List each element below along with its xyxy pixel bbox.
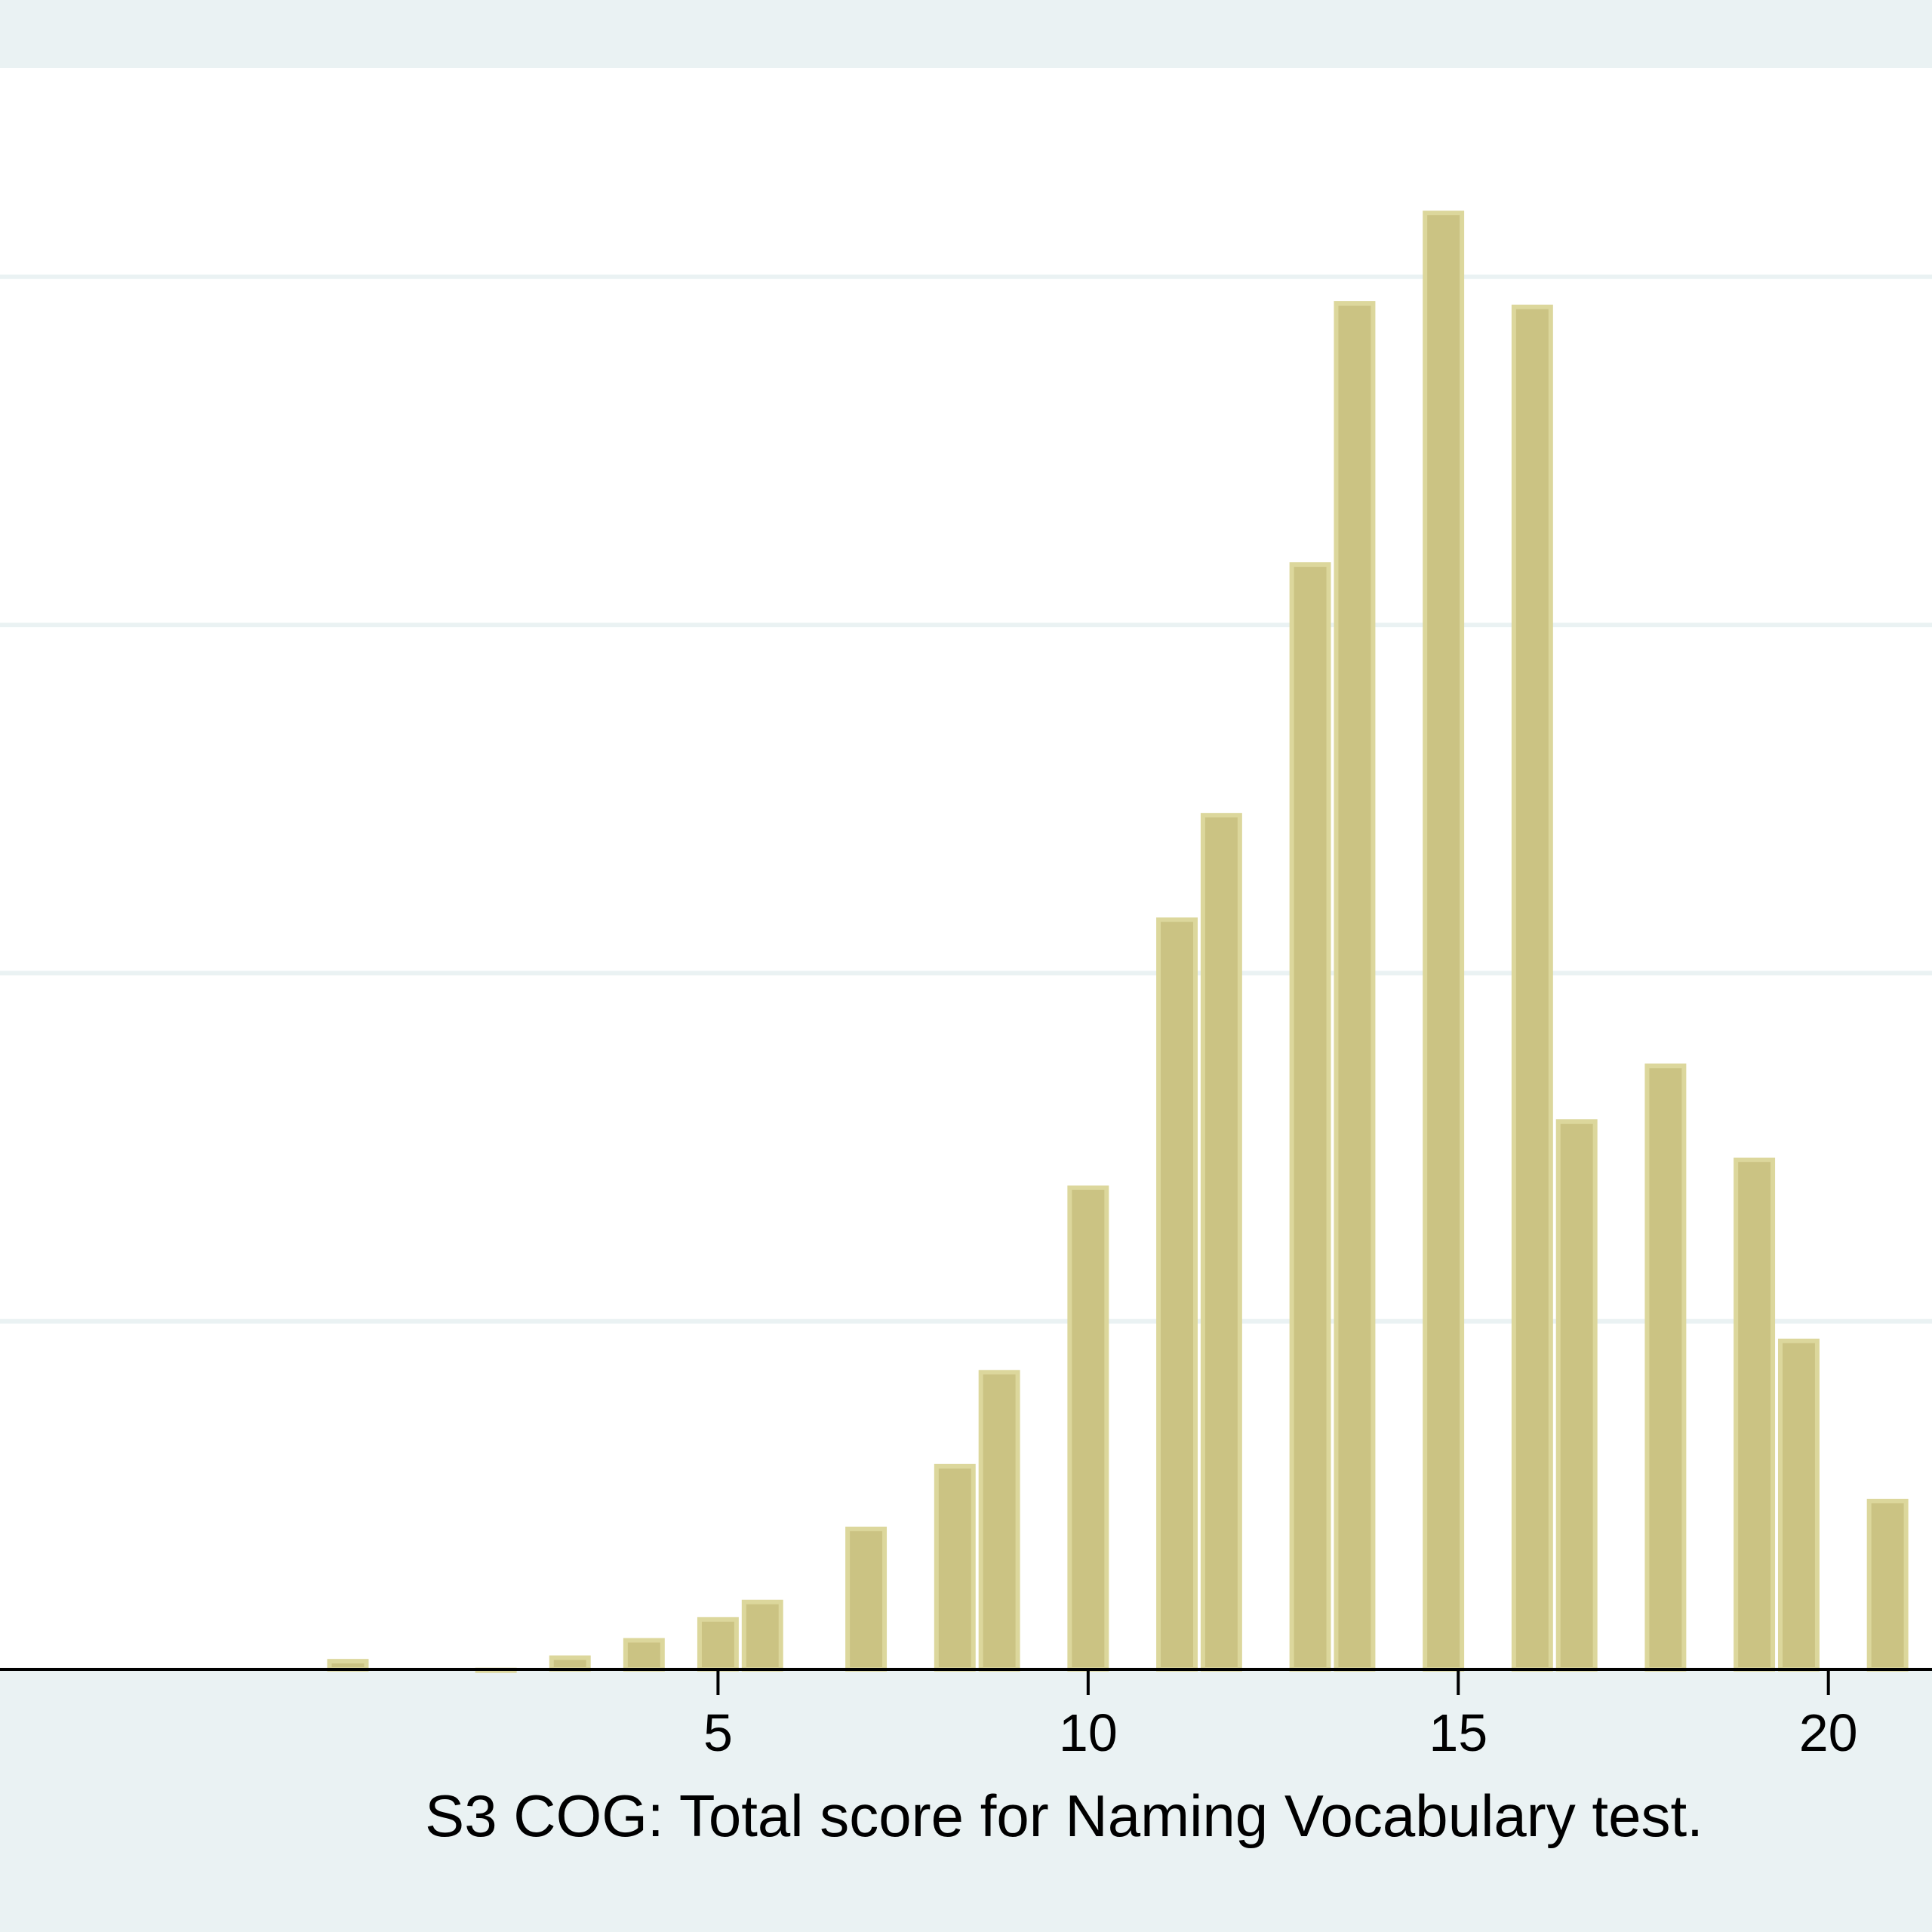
x-tick-label-0: 5 [703,1703,733,1762]
x-tick-label-2: 15 [1429,1703,1487,1762]
x-tick-label-1: 10 [1059,1703,1118,1762]
bars [327,211,1909,1673]
bar-12 [1289,562,1331,1672]
bar-19 [1777,1338,1820,1672]
bar-16 [1555,1119,1598,1672]
bar-8 [978,1370,1020,1672]
bar-20 [1866,1498,1909,1672]
gridlines [0,274,1932,1324]
bar-9 [1067,1185,1109,1672]
x-tick-label-3: 20 [1799,1703,1858,1762]
bar-4 [697,1617,739,1672]
bar-13 [1334,301,1376,1672]
bar-11 [1200,813,1242,1672]
bar-15 [1511,304,1553,1672]
bar-2 [549,1655,591,1672]
bar-5 [741,1599,783,1672]
x-axis: 5 10 15 20 [0,1668,1932,1762]
plot-area [0,68,1932,1669]
bar-6 [845,1526,888,1672]
bar-3 [623,1638,665,1672]
bar-7 [934,1463,976,1672]
bar-18 [1734,1157,1776,1672]
bar-17 [1644,1063,1687,1672]
bar-14 [1423,211,1465,1672]
x-axis-title: S3 COG: Total score for Naming Vocabular… [425,1783,1703,1849]
bar-10 [1156,917,1198,1672]
